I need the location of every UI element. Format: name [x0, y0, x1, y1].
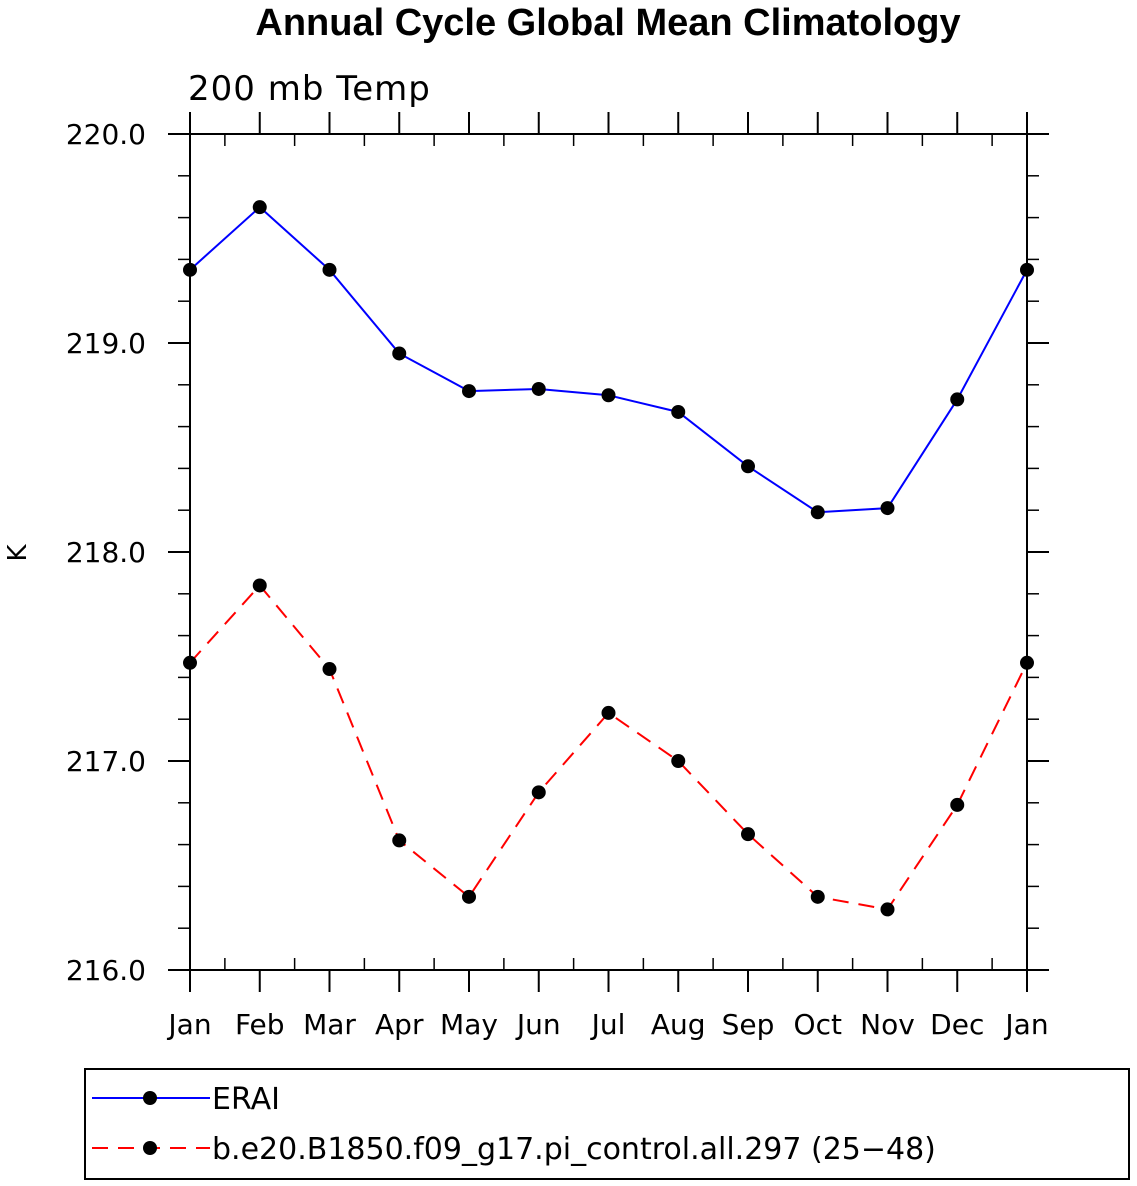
- legend: ERAI b.e20.B1850.f09_g17.pi_control.all.2…: [92, 1082, 936, 1167]
- axis-ticks: [168, 112, 1049, 992]
- y-tick-label: 216.0: [66, 954, 146, 987]
- series-1-point: [950, 797, 965, 812]
- series-1-point: [880, 902, 895, 917]
- series-0-point: [880, 501, 895, 516]
- series-1-point: [810, 889, 825, 904]
- series-1-point: [671, 754, 686, 768]
- x-tick-label: Apr: [375, 1008, 424, 1041]
- y-tick-label: 220.0: [66, 118, 146, 151]
- x-axis-tick-labels: Jan Feb Mar Apr May Jun Jul Aug Sep Oct Nov Dec Jan: [166, 1008, 1048, 1041]
- series-0-point: [950, 392, 965, 407]
- legend-marker-0: [143, 1091, 157, 1105]
- x-tick-label: May: [440, 1008, 498, 1041]
- x-tick-label: Aug: [651, 1008, 706, 1041]
- series-0-point: [671, 404, 686, 419]
- series-1-point: [741, 827, 755, 842]
- series-0-point: [462, 384, 476, 399]
- series-0-point: [392, 346, 407, 361]
- series-0-point: [183, 262, 197, 277]
- x-tick-label: Dec: [930, 1008, 984, 1041]
- x-tick-label: Sep: [722, 1008, 775, 1041]
- series-1-point: [462, 889, 476, 904]
- series-0-point: [601, 388, 616, 403]
- series-1-point: [601, 705, 616, 720]
- x-tick-label: Feb: [235, 1008, 285, 1041]
- legend-label-0: ERAI: [212, 1082, 280, 1117]
- series-1-point: [183, 655, 197, 670]
- chart-title: Annual Cycle Global Mean Climatology: [255, 2, 960, 44]
- series-1-point: [1020, 655, 1034, 670]
- x-tick-label: Jun: [515, 1008, 561, 1041]
- x-tick-label: Jan: [166, 1008, 211, 1041]
- series-0-point: [252, 200, 267, 215]
- legend-marker-1: [143, 1141, 157, 1155]
- series-0-point: [810, 505, 825, 520]
- series-1-point: [392, 833, 407, 848]
- series-1-point: [322, 662, 337, 677]
- series-0-point: [531, 381, 546, 396]
- legend-label-1: b.e20.B1850.f09_g17.pi_control.all.297 (…: [212, 1132, 936, 1167]
- series-1-point: [252, 578, 267, 593]
- data-series: [183, 200, 1034, 917]
- series-0-point: [1020, 262, 1034, 277]
- series-1-point: [531, 785, 546, 800]
- y-tick-label: 219.0: [66, 327, 146, 360]
- y-axis-tick-labels: 216.0 217.0 218.0 219.0 220.0: [66, 118, 146, 987]
- chart-subtitle: 200 mb Temp: [188, 69, 431, 109]
- y-tick-label: 218.0: [66, 536, 146, 569]
- y-tick-label: 217.0: [66, 745, 146, 778]
- series-0-point: [741, 459, 755, 474]
- x-tick-label: Mar: [303, 1008, 356, 1041]
- series-0-point: [322, 262, 337, 277]
- legend-box: [84, 1068, 1130, 1180]
- x-tick-label: Nov: [860, 1008, 915, 1041]
- x-tick-label: Jul: [590, 1008, 626, 1041]
- y-axis-label: K: [3, 544, 33, 562]
- x-tick-label: Oct: [794, 1008, 842, 1041]
- x-tick-label: Jan: [1003, 1008, 1048, 1041]
